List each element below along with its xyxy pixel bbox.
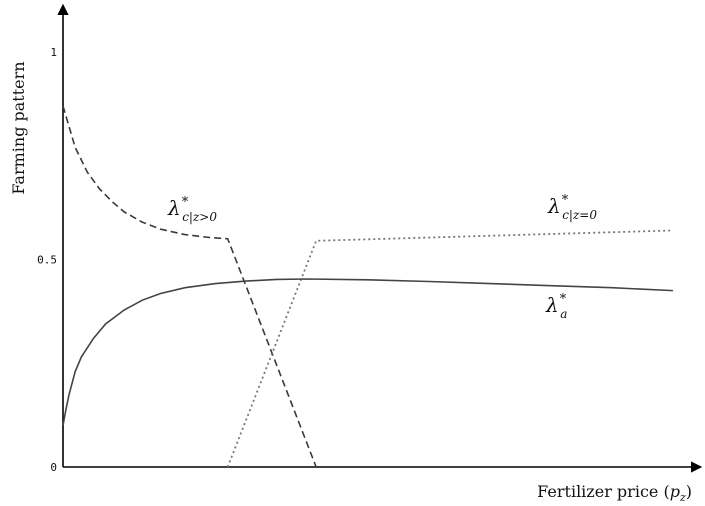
x-axis-label-close: ) [686, 482, 692, 501]
y-axis-label: Farming pattern [9, 61, 28, 194]
label-lambda-a: λ* a [545, 292, 567, 321]
y-tick-label-1: 0.5 [37, 254, 57, 267]
x-axis-label-var: p [670, 482, 680, 501]
y-tick-label-2: 1 [50, 46, 57, 59]
series-line-lambda_c_z0 [226, 229, 674, 468]
y-tick-labels: 00.51 [37, 46, 57, 474]
x-axis-label-sub: z [679, 491, 686, 504]
label-lambda-c-z-pos: λ* c|z>0 [167, 195, 217, 224]
y-tick-label-0: 0 [50, 461, 57, 474]
series-line-lambda_c_z_pos [62, 105, 317, 468]
series-lines [62, 105, 674, 468]
series-line-lambda_a [62, 278, 674, 426]
x-axis-label-text: Fertilizer price ( [537, 482, 670, 501]
x-axis-label: Fertilizer price (pz) [537, 482, 692, 504]
label-lambda-c-z0: λ* c|z=0 [547, 193, 597, 222]
